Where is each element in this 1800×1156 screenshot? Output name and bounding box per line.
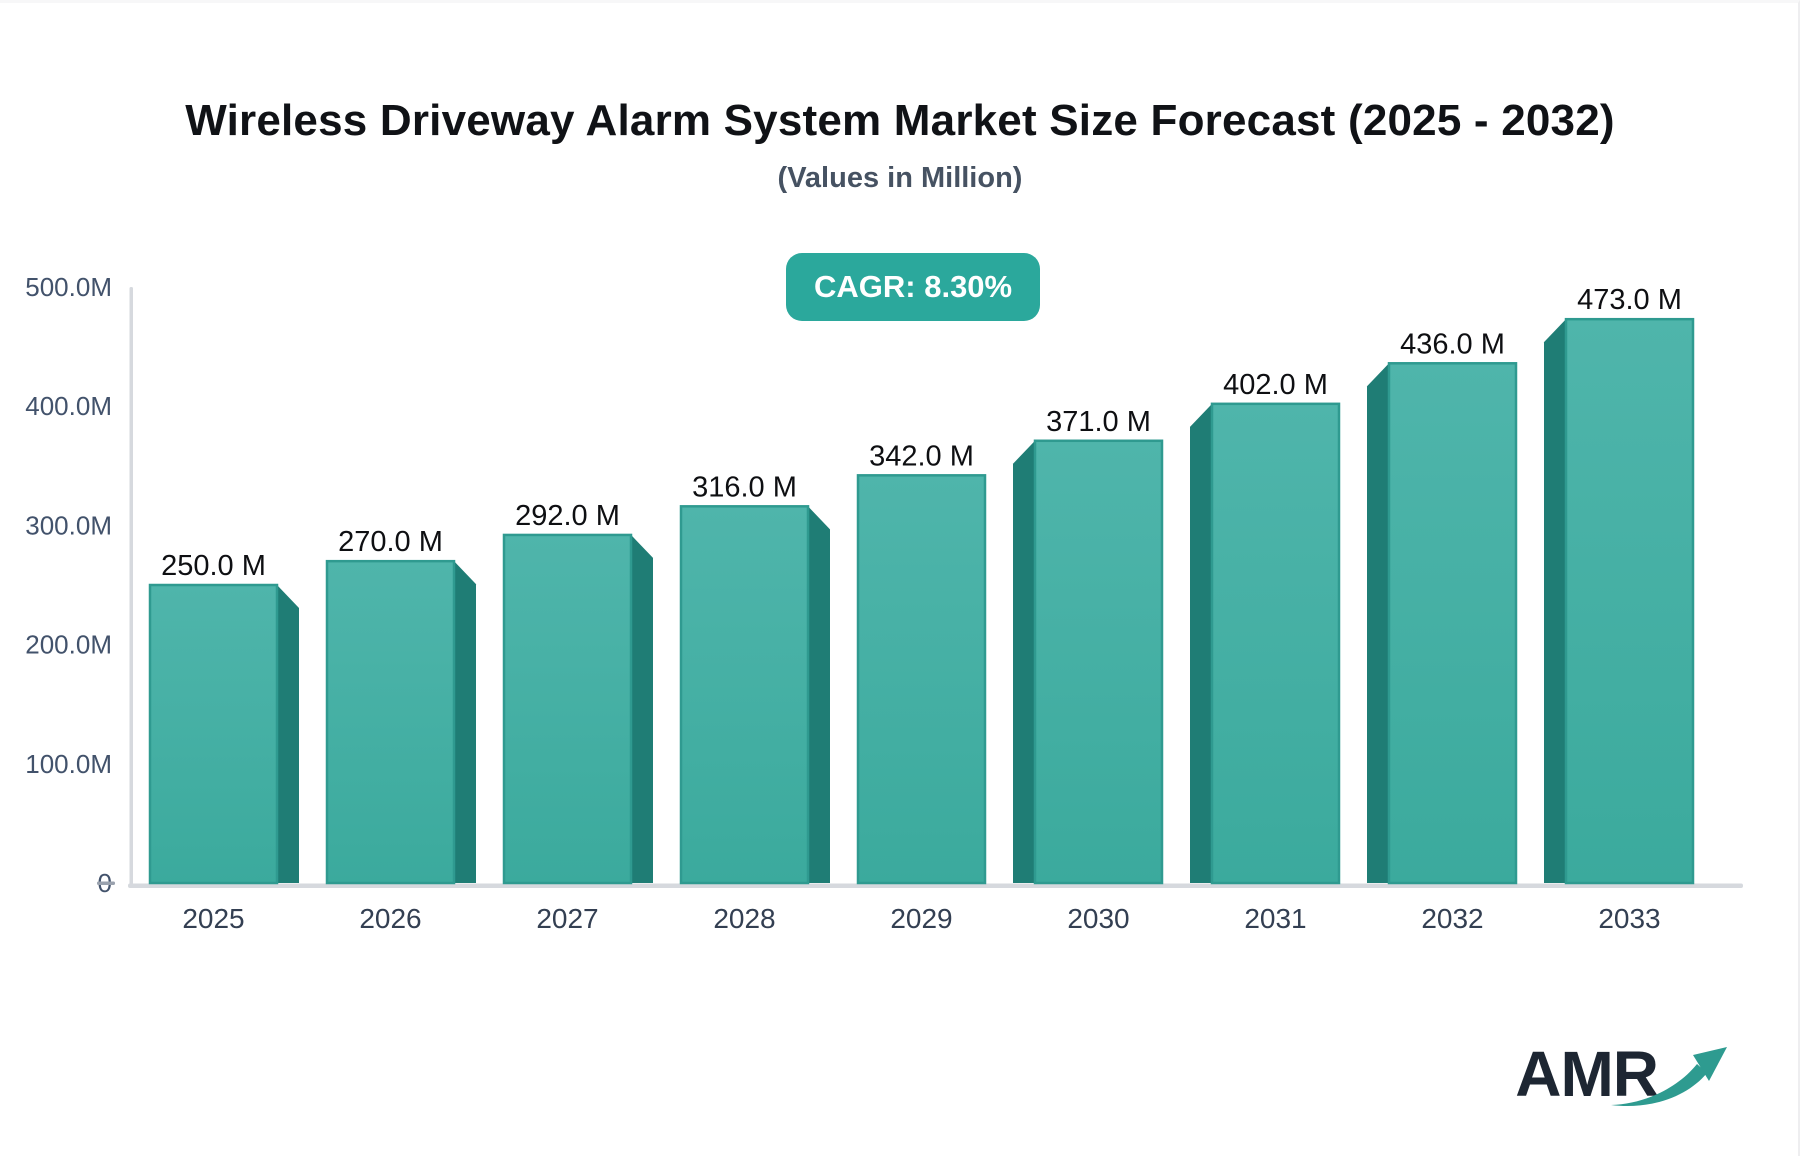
bar-side-2025: [277, 585, 299, 883]
zero-tick: [97, 881, 115, 885]
page-title: Wireless Driveway Alarm System Market Si…: [185, 96, 1615, 145]
bar-value-label: 292.0 M: [515, 500, 620, 532]
bar-2025: [148, 583, 279, 885]
bar-side-2033: [1544, 319, 1566, 884]
bar-value-label: 436.0 M: [1400, 328, 1505, 360]
bar-side-2027: [631, 534, 653, 883]
bar-value-label: 250.0 M: [161, 550, 266, 582]
cagr-badge: CAGR: 8.30%: [786, 253, 1041, 321]
cagr-badge-label: CAGR: 8.30%: [814, 269, 1013, 304]
bar-side-2030: [1013, 440, 1035, 883]
x-axis-label-2027: 2027: [536, 903, 598, 934]
amr-logo: AMR: [1515, 1038, 1728, 1110]
bar-2031: [1210, 402, 1341, 885]
bar-value-label: 473.0 M: [1577, 284, 1682, 316]
y-axis-label: 200.0M: [25, 630, 112, 660]
x-axis-label-2028: 2028: [713, 903, 775, 934]
chart-subtitle: (Values in Million): [777, 162, 1023, 194]
y-axis-label: 400.0M: [25, 391, 112, 421]
x-axis-label-2032: 2032: [1421, 903, 1483, 934]
x-axis-line: [128, 883, 1743, 888]
x-axis-label-2030: 2030: [1067, 903, 1129, 934]
growth-arrow-icon: [1611, 1047, 1727, 1107]
bar-value-label: 342.0 M: [869, 440, 974, 472]
bar-2028: [679, 505, 810, 885]
bar-side-2028: [808, 506, 830, 883]
y-axis-label: 100.0M: [25, 749, 112, 779]
bar-2033: [1564, 317, 1695, 885]
amr-logo-text: AMR: [1515, 1038, 1659, 1110]
bar-side-2031: [1190, 403, 1212, 883]
bar-side-2026: [454, 561, 476, 883]
bar-2032: [1387, 362, 1518, 885]
bar-2027: [502, 533, 633, 885]
bar-side-2032: [1367, 363, 1389, 884]
bar-value-label: 371.0 M: [1046, 406, 1151, 438]
x-axis-label-2025: 2025: [182, 903, 244, 934]
bar-2030: [1033, 439, 1164, 885]
bar-2029: [856, 474, 987, 885]
bar-value-label: 402.0 M: [1223, 369, 1328, 401]
bar-value-label: 270.0 M: [338, 526, 443, 558]
x-axis-label-2033: 2033: [1598, 903, 1660, 934]
x-axis-label-2031: 2031: [1244, 903, 1306, 934]
bar-2026: [325, 559, 456, 885]
bar-value-label: 316.0 M: [692, 471, 797, 503]
y-axis-label: 500.0M: [25, 272, 112, 302]
x-axis-label-2026: 2026: [359, 903, 421, 934]
y-axis-label: 300.0M: [25, 510, 112, 540]
y-axis-line: [129, 287, 133, 885]
x-axis-label-2029: 2029: [890, 903, 952, 934]
